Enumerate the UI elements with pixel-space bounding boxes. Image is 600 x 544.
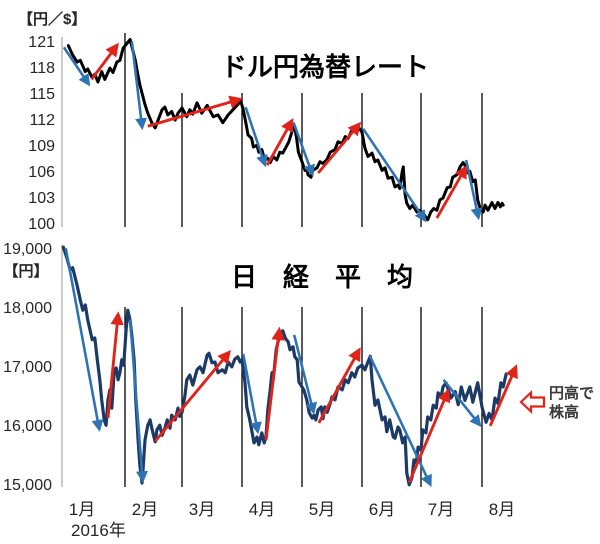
downtrend-arrow: [464, 159, 483, 221]
downtrend-arrow: [130, 41, 147, 131]
nikkei-axis-unit-label: 【円】: [3, 263, 49, 280]
usdjpy-y-tick-label: 121: [28, 34, 55, 51]
uptrend-arrow: [317, 347, 361, 424]
x-tick-label-month: 4月: [248, 500, 276, 519]
downtrend-arrow: [244, 106, 268, 168]
nikkei-y-tick-label: 17,000: [3, 359, 52, 376]
downtrend-arrow: [368, 355, 432, 488]
uptrend-arrow: [435, 164, 468, 219]
usdjpy-axis-unit-label: 【円／$】: [18, 11, 87, 28]
downtrend-arrow: [64, 247, 104, 432]
yen-appreciation-callout-arrow-icon: [519, 389, 546, 415]
x-tick-label-month: 5月: [308, 500, 336, 519]
nikkei-chart-title: 日 経 平 均: [231, 262, 414, 292]
nikkei-chart: [61, 245, 518, 488]
downtrend-arrow: [241, 353, 262, 435]
x-tick-label-month: 1月: [68, 500, 96, 519]
nikkei-y-tick-label: 15,000: [3, 477, 52, 494]
downtrend-arrow: [442, 378, 482, 428]
annotation-yen-appreciation: 円高で: [549, 385, 595, 402]
x-tick-label-month: 7月: [427, 500, 455, 519]
uptrend-arrow: [265, 117, 294, 166]
usdjpy-y-tick-label: 115: [29, 86, 55, 103]
uptrend-arrow: [264, 326, 285, 441]
uptrend-arrow: [90, 42, 119, 81]
usdjpy-y-tick-label: 109: [28, 138, 55, 155]
uptrend-arrow: [154, 349, 232, 443]
usdjpy-y-tick-label: 106: [28, 164, 55, 181]
x-tick-label-month: 2月: [131, 500, 159, 519]
uptrend-arrow: [317, 121, 362, 174]
uptrend-arrow: [106, 311, 124, 419]
x-tick-label-month: 3月: [188, 500, 216, 519]
downtrend-arrow: [62, 46, 91, 87]
downtrend-arrow: [292, 334, 318, 415]
nikkei-y-tick-label: 16,000: [3, 418, 52, 435]
uptrend-arrow: [407, 388, 451, 484]
downtrend-arrow: [362, 128, 427, 223]
usdjpy-y-tick-label: 112: [29, 112, 55, 129]
year-label: 2016年: [71, 521, 126, 540]
usdjpy-y-tick-label: 118: [29, 60, 55, 77]
annotation-stock-rise: 株高: [549, 404, 580, 421]
x-tick-label-month: 8月: [488, 500, 516, 519]
x-tick-label-month: 6月: [368, 500, 396, 519]
uptrend-arrow: [488, 364, 518, 427]
downtrend-arrow: [128, 319, 148, 484]
uptrend-arrow: [147, 95, 243, 128]
usdjpy-y-tick-label: 100: [28, 216, 55, 233]
downtrend-arrow: [292, 122, 315, 177]
usdjpy-chart: [61, 33, 505, 227]
nikkei-y-tick-label: 19,000: [3, 241, 52, 258]
usdjpy-chart-title: ドル円為替レート: [221, 52, 430, 82]
nikkei-y-tick-label: 18,000: [3, 300, 52, 317]
usdjpy-y-tick-label: 103: [28, 190, 55, 207]
